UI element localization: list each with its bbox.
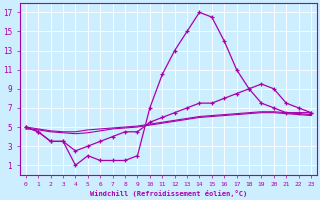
X-axis label: Windchill (Refroidissement éolien,°C): Windchill (Refroidissement éolien,°C) [90,190,247,197]
